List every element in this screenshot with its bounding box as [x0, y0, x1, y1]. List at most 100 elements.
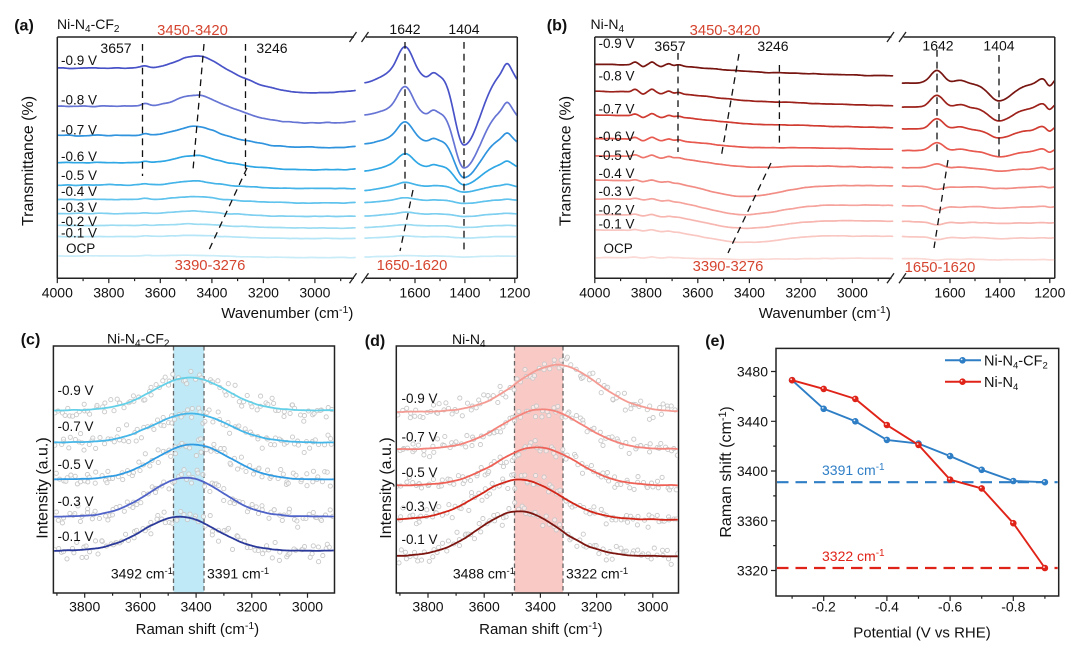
svg-text:-0.1 V: -0.1 V — [599, 217, 635, 232]
svg-text:3390-3276: 3390-3276 — [693, 259, 764, 275]
svg-text:-0.8 V: -0.8 V — [599, 69, 635, 84]
svg-text:1642: 1642 — [922, 38, 953, 54]
svg-text:1642: 1642 — [389, 21, 420, 37]
svg-text:3800: 3800 — [412, 599, 443, 615]
svg-text:-0.7 V: -0.7 V — [599, 102, 635, 117]
svg-text:1650-1620: 1650-1620 — [377, 258, 448, 274]
svg-text:1404: 1404 — [983, 38, 1014, 54]
svg-text:3320: 3320 — [737, 563, 768, 579]
svg-text:3246: 3246 — [757, 38, 788, 54]
svg-text:3400: 3400 — [181, 599, 212, 615]
svg-text:3400: 3400 — [737, 463, 768, 479]
svg-text:3480: 3480 — [737, 364, 768, 380]
svg-text:-0.2: -0.2 — [812, 599, 836, 615]
svg-text:3492 cm-1: 3492 cm-1 — [111, 566, 173, 582]
svg-text:3246: 3246 — [256, 40, 287, 56]
svg-text:Ni-N4: Ni-N4 — [452, 331, 486, 350]
svg-text:Wavenumber (cm-1): Wavenumber (cm-1) — [221, 304, 353, 322]
svg-text:3450-3420: 3450-3420 — [690, 23, 761, 39]
svg-text:Ni-N4: Ni-N4 — [984, 375, 1018, 393]
svg-text:-0.1 V: -0.1 V — [402, 532, 438, 547]
svg-text:3391 cm-1: 3391 cm-1 — [822, 462, 885, 478]
svg-text:Wavenumber (cm-1): Wavenumber (cm-1) — [759, 304, 891, 322]
svg-text:Ni-N4-CF2: Ni-N4-CF2 — [57, 16, 120, 35]
svg-text:-0.8: -0.8 — [1001, 599, 1025, 615]
svg-text:Intensity (a.u.): Intensity (a.u.) — [378, 437, 395, 538]
svg-text:3000: 3000 — [837, 285, 868, 301]
svg-text:-0.3 V: -0.3 V — [599, 184, 635, 199]
svg-text:-0.3 V: -0.3 V — [58, 494, 94, 509]
svg-text:-0.9 V: -0.9 V — [58, 383, 94, 398]
svg-text:1200: 1200 — [499, 285, 530, 301]
svg-text:3200: 3200 — [248, 285, 279, 301]
svg-text:-0.2 V: -0.2 V — [61, 214, 97, 229]
svg-text:-0.4 V: -0.4 V — [599, 166, 635, 181]
svg-text:-0.6 V: -0.6 V — [599, 129, 635, 144]
svg-text:-0.7 V: -0.7 V — [402, 430, 438, 445]
svg-text:3800: 3800 — [93, 285, 124, 301]
svg-text:Raman shift (cm-1): Raman shift (cm-1) — [717, 406, 735, 537]
svg-text:Ni-N4-CF2: Ni-N4-CF2 — [107, 331, 170, 350]
svg-text:Transmittance (%): Transmittance (%) — [558, 96, 575, 226]
svg-text:1400: 1400 — [984, 285, 1015, 301]
svg-text:3800: 3800 — [631, 285, 662, 301]
svg-text:-0.5 V: -0.5 V — [599, 148, 635, 163]
svg-text:1404: 1404 — [448, 21, 479, 37]
svg-text:3657: 3657 — [654, 38, 685, 54]
svg-text:-0.1 V: -0.1 V — [61, 226, 97, 241]
svg-text:1600: 1600 — [934, 285, 965, 301]
svg-text:-0.8 V: -0.8 V — [61, 93, 97, 108]
svg-text:-0.9 V: -0.9 V — [599, 36, 635, 51]
svg-text:3322 cm-1: 3322 cm-1 — [566, 566, 628, 582]
svg-text:Ni-N4: Ni-N4 — [591, 16, 625, 35]
svg-text:3200: 3200 — [785, 285, 816, 301]
svg-text:(d): (d) — [365, 333, 385, 350]
svg-text:Ni-N4-CF2: Ni-N4-CF2 — [984, 354, 1048, 372]
svg-text:3600: 3600 — [145, 285, 176, 301]
svg-text:3657: 3657 — [100, 40, 131, 56]
svg-text:3000: 3000 — [299, 285, 330, 301]
svg-text:3390-3276: 3390-3276 — [175, 258, 246, 274]
svg-text:4000: 4000 — [579, 285, 610, 301]
svg-text:1600: 1600 — [399, 285, 430, 301]
svg-text:3360: 3360 — [737, 513, 768, 529]
svg-text:3450-3420: 3450-3420 — [157, 23, 228, 39]
svg-text:1200: 1200 — [1034, 285, 1065, 301]
svg-text:3000: 3000 — [292, 599, 323, 615]
svg-text:3800: 3800 — [69, 599, 100, 615]
svg-text:3200: 3200 — [236, 599, 267, 615]
svg-text:3000: 3000 — [637, 599, 668, 615]
svg-text:3391 cm-1: 3391 cm-1 — [207, 566, 269, 582]
svg-text:-0.5 V: -0.5 V — [402, 465, 438, 480]
svg-text:3600: 3600 — [682, 285, 713, 301]
svg-text:-0.4: -0.4 — [875, 599, 899, 615]
svg-text:-0.5 V: -0.5 V — [61, 168, 97, 183]
svg-text:3600: 3600 — [125, 599, 156, 615]
svg-text:1400: 1400 — [449, 285, 480, 301]
svg-text:3600: 3600 — [469, 599, 500, 615]
svg-text:3440: 3440 — [737, 413, 768, 429]
svg-text:3488 cm-1: 3488 cm-1 — [453, 566, 515, 582]
svg-text:-0.1 V: -0.1 V — [58, 529, 94, 544]
svg-text:3400: 3400 — [196, 285, 227, 301]
svg-text:-0.7 V: -0.7 V — [58, 419, 94, 434]
svg-text:Intensity (a.u.): Intensity (a.u.) — [35, 437, 52, 538]
svg-text:-0.9 V: -0.9 V — [402, 391, 438, 406]
svg-text:(e): (e) — [705, 333, 725, 350]
svg-text:3400: 3400 — [734, 285, 765, 301]
svg-text:Potential (V vs RHE): Potential (V vs RHE) — [853, 625, 991, 642]
svg-text:(a): (a) — [14, 18, 34, 35]
svg-text:Raman shift (cm-1): Raman shift (cm-1) — [136, 620, 260, 638]
svg-text:4000: 4000 — [42, 285, 73, 301]
svg-text:-0.2 V: -0.2 V — [599, 203, 635, 218]
svg-text:Transmittance (%): Transmittance (%) — [20, 96, 37, 226]
svg-text:-0.6: -0.6 — [938, 599, 962, 615]
svg-text:3200: 3200 — [581, 599, 612, 615]
svg-text:Raman shift (cm-1): Raman shift (cm-1) — [479, 620, 603, 638]
svg-text:OCP: OCP — [66, 241, 95, 256]
svg-text:-0.3 V: -0.3 V — [402, 499, 438, 514]
svg-text:-0.9 V: -0.9 V — [61, 53, 97, 68]
svg-text:OCP: OCP — [604, 241, 633, 256]
svg-text:(b): (b) — [547, 18, 567, 35]
svg-text:-0.4 V: -0.4 V — [61, 184, 97, 199]
